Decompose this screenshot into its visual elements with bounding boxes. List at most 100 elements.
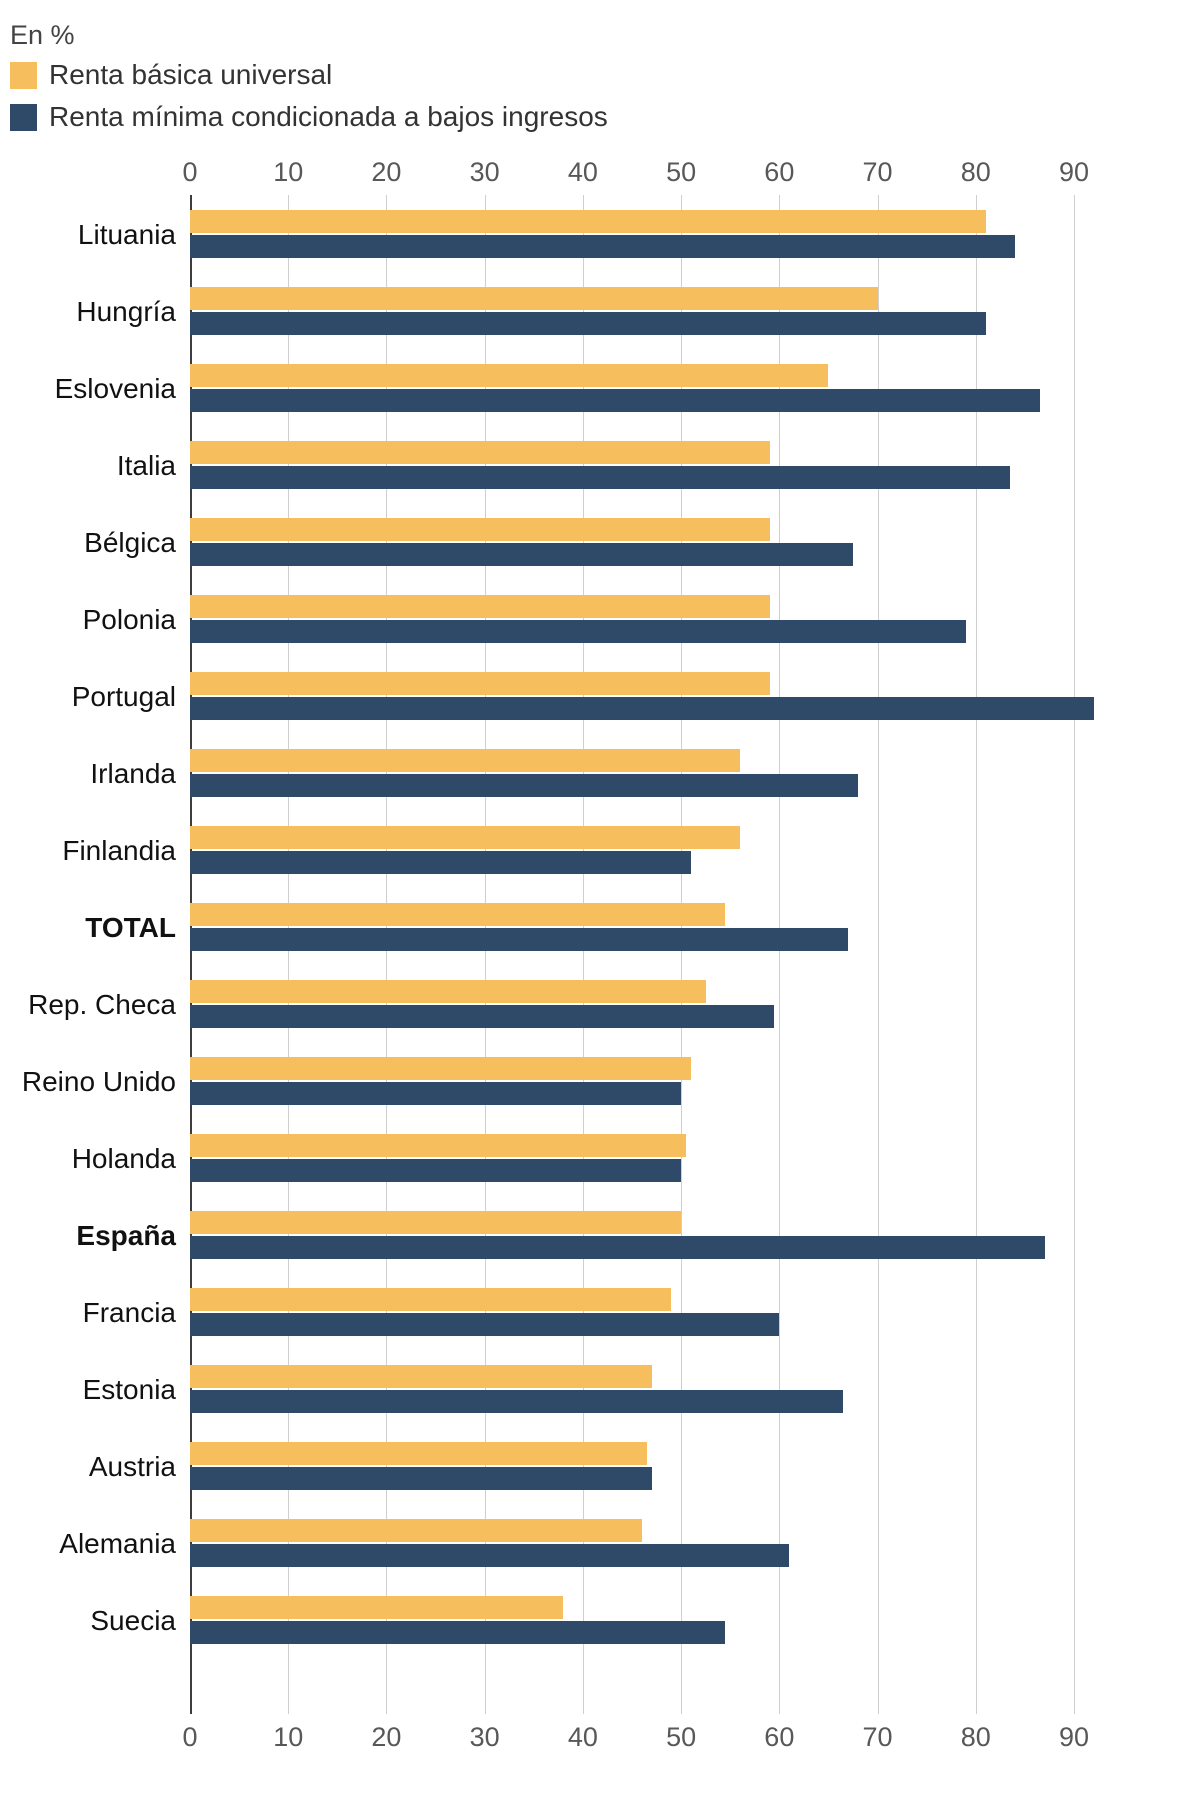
tick-label-80: 80 xyxy=(960,157,991,187)
category-label: Lituania xyxy=(77,219,176,250)
bar-renta-basica xyxy=(190,595,770,618)
tick-label-70: 70 xyxy=(862,1722,893,1752)
bar-renta-minima xyxy=(190,774,858,797)
gridline-10 xyxy=(288,195,290,1714)
bar-renta-minima xyxy=(190,928,849,951)
bar-renta-basica xyxy=(190,287,878,310)
bar-renta-minima xyxy=(190,312,986,335)
gridline-30 xyxy=(484,195,486,1714)
row-eslovenia: Eslovenia xyxy=(0,361,1200,438)
tick-label-70: 70 xyxy=(862,157,893,187)
tick-label-30: 30 xyxy=(469,1722,500,1752)
category-label: Francia xyxy=(82,1297,176,1328)
bar-renta-minima xyxy=(190,543,853,566)
bar-renta-minima xyxy=(190,1159,682,1182)
tick-label-80: 80 xyxy=(960,1722,991,1752)
legend: Renta básica universal Renta mínima cond… xyxy=(10,59,1200,133)
gridline-80 xyxy=(975,195,977,1714)
legend-label-renta-minima: Renta mínima condicionada a bajos ingres… xyxy=(49,101,608,132)
bar-renta-basica xyxy=(190,364,829,387)
row-espa-a: España xyxy=(0,1208,1200,1285)
tick-label-60: 60 xyxy=(764,157,795,187)
category-label: Finlandia xyxy=(62,835,176,866)
gridline-20 xyxy=(386,195,388,1714)
category-label: Suecia xyxy=(90,1605,176,1636)
tick-label-0: 0 xyxy=(182,157,198,187)
gridline-90 xyxy=(1074,195,1075,1714)
bar-renta-basica xyxy=(190,1134,687,1157)
tick-label-40: 40 xyxy=(567,157,598,187)
y-axis-line xyxy=(190,195,192,1714)
row-alemania: Alemania xyxy=(0,1516,1200,1593)
bar-renta-basica xyxy=(190,1596,564,1619)
gridline-70 xyxy=(877,195,879,1714)
x-axis-top: 0 10 20 30 40 50 60 70 80 90 xyxy=(0,149,1200,195)
page: { "chart_data": { "type": "bar", "orient… xyxy=(0,20,1200,1811)
bar-renta-basica xyxy=(190,1442,647,1465)
bar-renta-basica xyxy=(190,749,741,772)
row-hungr-a: Hungría xyxy=(0,284,1200,361)
category-label: Italia xyxy=(116,450,176,481)
category-label: Austria xyxy=(88,1451,176,1482)
row-holanda: Holanda xyxy=(0,1131,1200,1208)
legend-swatch-renta-minima xyxy=(10,103,37,131)
category-label: Eslovenia xyxy=(54,373,176,404)
row-total: TOTAL xyxy=(0,900,1200,977)
legend-label-renta-basica: Renta básica universal xyxy=(49,59,333,90)
tick-label-90: 90 xyxy=(1058,157,1090,187)
legend-item-renta-basica: Renta básica universal xyxy=(10,59,1200,91)
category-label: Reino Unido xyxy=(21,1066,176,1097)
tick-label-50: 50 xyxy=(666,1722,697,1752)
tick-label-20: 20 xyxy=(371,157,402,187)
category-label: Bélgica xyxy=(84,527,176,558)
row-francia: Francia xyxy=(0,1285,1200,1362)
category-label: TOTAL xyxy=(85,912,176,943)
bar-renta-minima xyxy=(190,620,966,643)
bar-renta-minima xyxy=(190,1313,780,1336)
bar-renta-minima xyxy=(190,1082,682,1105)
bar-renta-basica xyxy=(190,441,770,464)
bar-renta-basica xyxy=(190,518,770,541)
tick-label-10: 10 xyxy=(273,157,304,187)
row-finlandia: Finlandia xyxy=(0,823,1200,900)
bar-renta-minima xyxy=(190,1621,726,1644)
row-portugal: Portugal xyxy=(0,669,1200,746)
legend-swatch-renta-basica xyxy=(10,61,37,89)
row-polonia: Polonia xyxy=(0,592,1200,669)
bar-renta-minima xyxy=(190,389,1040,412)
bar-rows: Lituania Hungría Eslovenia Italia Bélgica Pol… xyxy=(0,207,1200,1670)
tick-label-60: 60 xyxy=(764,1722,795,1752)
category-label: España xyxy=(76,1220,176,1251)
bar-renta-minima xyxy=(190,1005,775,1028)
tick-label-90: 90 xyxy=(1058,1722,1090,1752)
tick-label-40: 40 xyxy=(567,1722,598,1752)
bar-renta-minima xyxy=(190,851,691,874)
bar-renta-basica xyxy=(190,826,741,849)
row-austria: Austria xyxy=(0,1439,1200,1516)
tick-label-30: 30 xyxy=(469,157,500,187)
bar-renta-basica xyxy=(190,1211,682,1234)
bar-renta-minima xyxy=(190,1390,844,1413)
category-label: Polonia xyxy=(82,604,176,635)
row-reino-unido: Reino Unido xyxy=(0,1054,1200,1131)
bar-renta-minima xyxy=(190,1544,790,1567)
category-label: Hungría xyxy=(76,296,176,327)
units-label: En % xyxy=(10,20,75,50)
row-irlanda: Irlanda xyxy=(0,746,1200,823)
gridline-40 xyxy=(582,195,584,1714)
bar-renta-minima xyxy=(190,235,1016,258)
row-rep-checa: Rep. Checa xyxy=(0,977,1200,1054)
bar-renta-basica xyxy=(190,1365,652,1388)
bar-renta-basica xyxy=(190,1519,642,1542)
category-label: Portugal xyxy=(71,681,176,712)
row-b-lgica: Bélgica xyxy=(0,515,1200,592)
tick-label-0: 0 xyxy=(182,1722,198,1752)
category-label: Estonia xyxy=(82,1374,176,1405)
gridline-50 xyxy=(681,195,683,1714)
row-lituania: Lituania xyxy=(0,207,1200,284)
bar-renta-minima xyxy=(190,1236,1045,1259)
category-label: Irlanda xyxy=(90,758,176,789)
category-label: Alemania xyxy=(59,1528,176,1559)
tick-label-10: 10 xyxy=(273,1722,304,1752)
row-italia: Italia xyxy=(0,438,1200,515)
